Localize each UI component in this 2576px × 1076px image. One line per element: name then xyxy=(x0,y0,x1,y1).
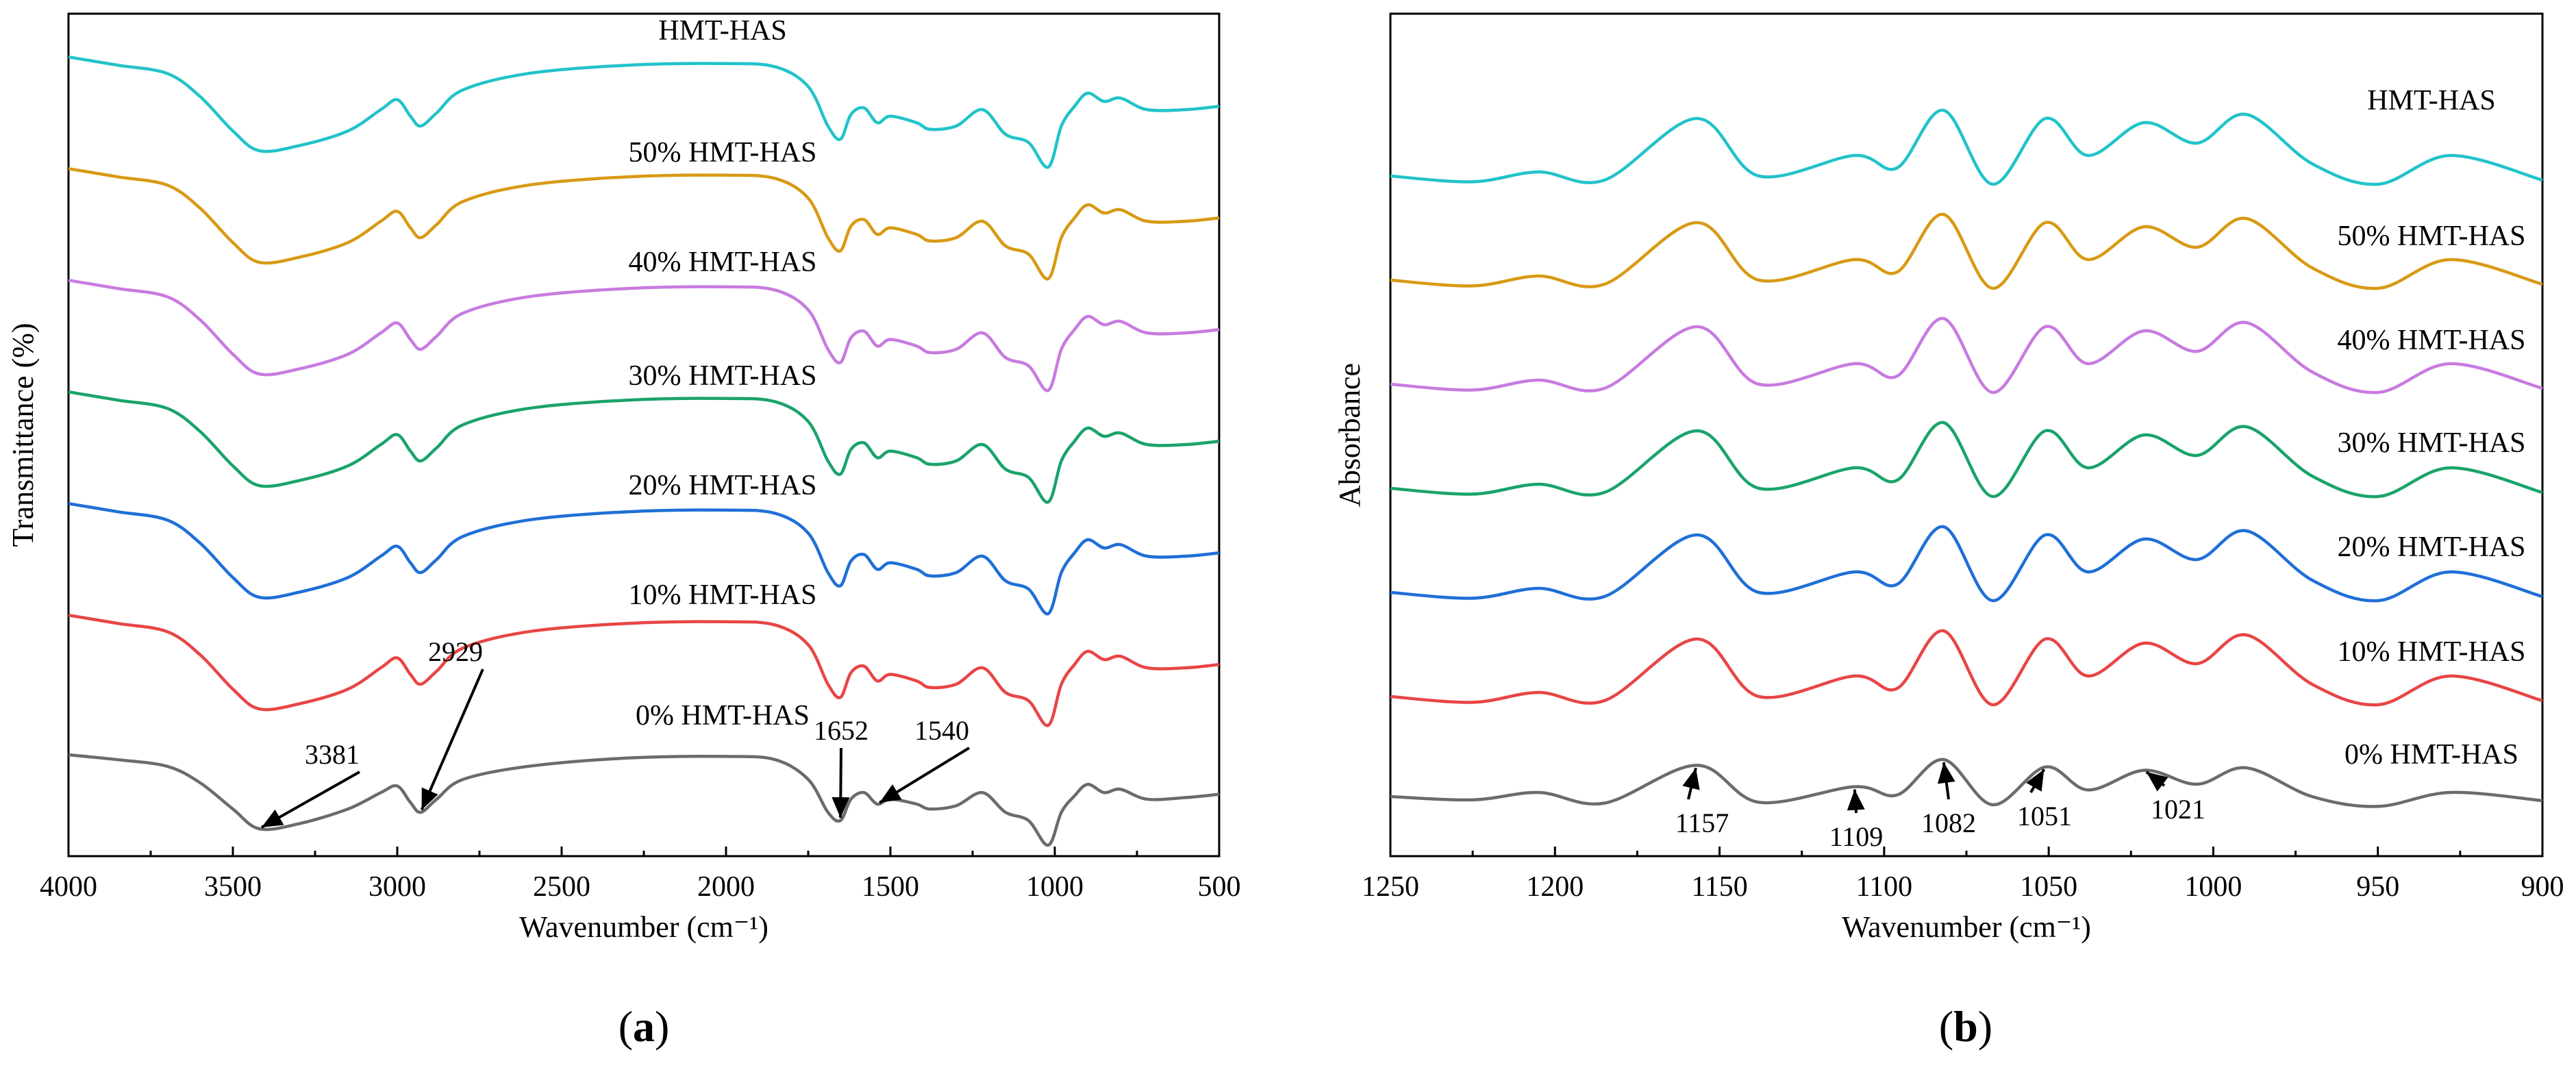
x-tick-label: 1500 xyxy=(862,871,919,903)
series-label: 30% HMT-HAS xyxy=(2338,427,2526,459)
x-tick-label: 900 xyxy=(2521,871,2564,903)
x-tick-label: 4000 xyxy=(40,871,97,903)
series-line-6 xyxy=(1390,108,2543,186)
x-tick-label: 2000 xyxy=(697,871,755,903)
series-label: 20% HMT-HAS xyxy=(629,470,817,501)
x-tick-label: 3000 xyxy=(368,871,426,903)
x-tick-label: 1000 xyxy=(2184,871,2242,903)
series-line-5 xyxy=(68,166,1220,281)
annotation-arrowhead xyxy=(1937,762,1955,784)
series-label: 20% HMT-HAS xyxy=(2338,531,2526,563)
series-label: 10% HMT-HAS xyxy=(2338,636,2526,668)
series-label: 30% HMT-HAS xyxy=(629,360,817,392)
x-tick-label: 1200 xyxy=(1526,871,1584,903)
annotation-label: 3381 xyxy=(305,739,360,770)
series-label: 0% HMT-HAS xyxy=(2344,739,2518,771)
y-axis-title: Absorbance xyxy=(1333,363,1366,507)
series-label: HMT-HAS xyxy=(658,15,786,47)
annotation-arrowhead xyxy=(879,784,902,803)
annotation-arrowhead xyxy=(2026,769,2044,792)
x-tick-label: 1150 xyxy=(1691,871,1747,903)
x-tick-label: 950 xyxy=(2356,871,2399,903)
annotation-arrowhead xyxy=(831,797,850,818)
annotation-label: 1021 xyxy=(2151,794,2205,825)
annotation-label: 1157 xyxy=(1675,808,1729,838)
x-tick-label: 3500 xyxy=(204,871,262,903)
series-label: 40% HMT-HAS xyxy=(2338,325,2526,356)
series-line-4 xyxy=(1390,316,2543,395)
series-line-6 xyxy=(68,55,1220,169)
series-line-3 xyxy=(68,390,1220,504)
series-line-1 xyxy=(1390,629,2543,707)
x-tick-label: 500 xyxy=(1198,871,1241,903)
annotation-label: 2929 xyxy=(428,636,483,667)
x-axis-title: Wavenumber (cm⁻¹) xyxy=(1842,910,2091,944)
annotation-arrowhead xyxy=(1682,768,1700,790)
annotation-arrowhead xyxy=(261,809,284,828)
annotation-label: 1540 xyxy=(914,715,969,746)
series-line-1 xyxy=(68,613,1220,727)
series-line-0 xyxy=(1390,758,2543,808)
annotation-label: 1652 xyxy=(814,715,868,746)
series-label: 0% HMT-HAS xyxy=(636,700,810,731)
x-tick-label: 1000 xyxy=(1026,871,1084,903)
annotation-label: 1109 xyxy=(1829,821,1884,852)
series-label: HMT-HAS xyxy=(2367,85,2495,116)
series-line-2 xyxy=(1390,525,2543,603)
chart-panel-a: 4000 3500 3000 2500 2000 1500 1000 500 Wavenumbe… xyxy=(6,12,1241,1051)
series-label: 10% HMT-HAS xyxy=(629,579,817,611)
series-label: 50% HMT-HAS xyxy=(629,137,817,168)
series-label: 50% HMT-HAS xyxy=(2338,221,2526,252)
annotation-arrowhead xyxy=(2146,772,2168,792)
annotation-arrowhead xyxy=(421,787,438,810)
annotation-label: 1082 xyxy=(1921,808,1976,838)
chart-panel-b: 1250 1200 1150 1100 1050 1000 950 900 Wavenumber… xyxy=(1333,12,2564,1051)
panel-label: (b) xyxy=(1939,1002,1992,1051)
x-tick-label: 1250 xyxy=(1362,871,1419,903)
annotation-label: 1051 xyxy=(2017,801,2072,831)
x-axis-title: Wavenumber (cm⁻¹) xyxy=(519,910,768,944)
series-line-0 xyxy=(68,753,1220,847)
series-line-4 xyxy=(68,278,1220,392)
series-label: 40% HMT-HAS xyxy=(629,247,817,278)
x-tick-label: 1100 xyxy=(1856,871,1912,903)
y-axis-title: Transmittance (%) xyxy=(6,323,40,547)
series-line-5 xyxy=(1390,212,2543,290)
annotation-arrow xyxy=(420,668,484,811)
series-line-3 xyxy=(1390,421,2543,499)
series-line-2 xyxy=(68,501,1220,616)
x-tick-label: 2500 xyxy=(533,871,590,903)
annotation-arrowhead xyxy=(1847,789,1865,811)
panel-label: (a) xyxy=(618,1002,670,1051)
x-tick-label: 1050 xyxy=(2020,871,2077,903)
